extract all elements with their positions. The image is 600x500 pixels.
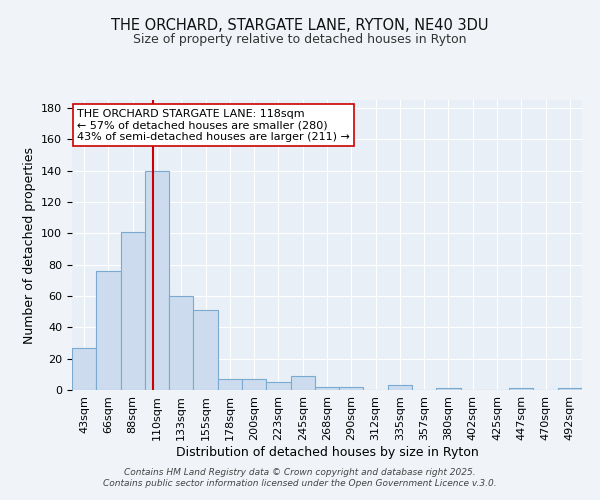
Bar (339, 387, 364, 390)
Text: Size of property relative to detached houses in Ryton: Size of property relative to detached ho… (133, 32, 467, 46)
Bar (242, 379, 266, 390)
X-axis label: Distribution of detached houses by size in Ryton: Distribution of detached houses by size … (176, 446, 478, 458)
Bar (96, 271, 121, 390)
Text: THE ORCHARD STARGATE LANE: 118sqm
← 57% of detached houses are smaller (280)
43%: THE ORCHARD STARGATE LANE: 118sqm ← 57% … (77, 108, 350, 142)
Bar (72, 348, 96, 390)
Bar (315, 387, 339, 390)
Y-axis label: Number of detached properties: Number of detached properties (23, 146, 35, 344)
Bar (290, 376, 315, 390)
Bar (509, 388, 533, 390)
Bar (121, 232, 145, 390)
Bar (558, 388, 582, 390)
Bar (193, 310, 218, 390)
Bar (145, 170, 169, 390)
Bar (266, 382, 290, 390)
Bar (218, 379, 242, 390)
Text: Contains HM Land Registry data © Crown copyright and database right 2025.
Contai: Contains HM Land Registry data © Crown c… (103, 468, 497, 487)
Bar (436, 388, 461, 390)
Bar (169, 296, 193, 390)
Bar (388, 386, 412, 390)
Text: THE ORCHARD, STARGATE LANE, RYTON, NE40 3DU: THE ORCHARD, STARGATE LANE, RYTON, NE40 … (111, 18, 489, 32)
